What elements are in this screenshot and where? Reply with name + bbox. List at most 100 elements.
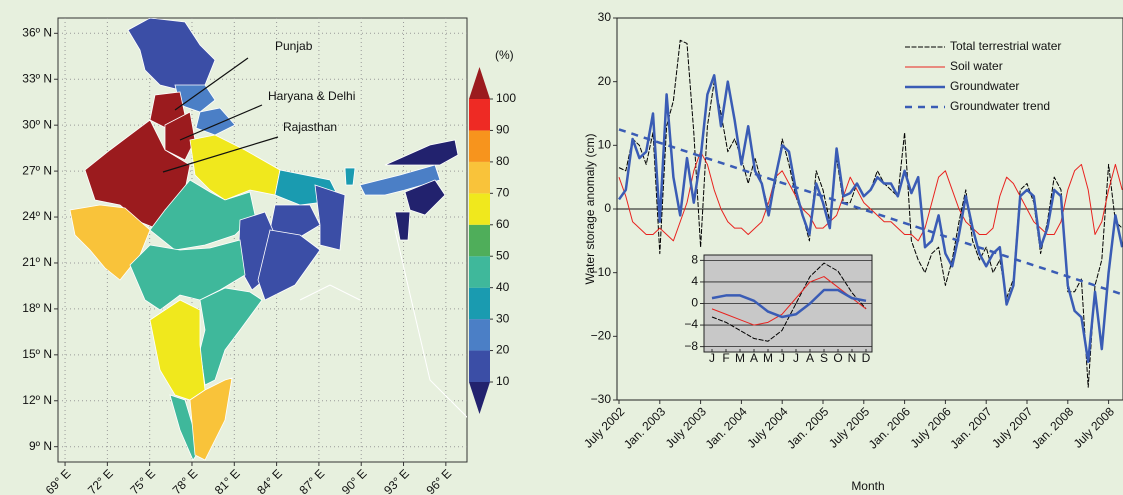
- y-tick-label: 24º N: [22, 209, 52, 223]
- x-tick-label: 78° E: [170, 466, 201, 495]
- colorbar-tick-label: 20: [496, 343, 510, 357]
- leader-line: [179, 104, 263, 141]
- y-tick-label: 0: [691, 296, 698, 310]
- region: [189, 377, 233, 461]
- leader-line: [174, 57, 249, 111]
- region: [314, 184, 346, 251]
- y-tick-label: 27º N: [22, 163, 52, 177]
- colorbar-segment: [469, 99, 490, 131]
- x-tick-label: 93° E: [381, 466, 412, 495]
- y-tick-label: 36º N: [22, 25, 52, 39]
- region: [257, 229, 321, 301]
- leader-line: [162, 136, 279, 173]
- y-tick-label: 10: [598, 138, 612, 152]
- series-line: [711, 276, 867, 326]
- y-tick-label: −4: [684, 317, 698, 331]
- map-regions: [69, 18, 467, 461]
- x-tick-label: Jan. 2007: [947, 404, 994, 451]
- region: [149, 179, 256, 251]
- x-tick-label: July 2006: [908, 404, 954, 450]
- x-tick-label: July 2008: [1071, 404, 1117, 450]
- x-tick-label: July 2002: [581, 404, 627, 450]
- y-tick-label: −8: [684, 339, 698, 353]
- region: [199, 287, 263, 386]
- plot-border: [703, 254, 873, 353]
- legend-label: Total terrestrial water: [950, 39, 1061, 53]
- plot-border: [616, 17, 1123, 401]
- colorbar-tick-label: 60: [496, 217, 510, 231]
- annotation: Rajasthan: [283, 120, 337, 134]
- x-tick-label: July 2005: [826, 404, 872, 450]
- x-axis-label: Month: [851, 479, 884, 493]
- x-tick-label: 96° E: [423, 466, 454, 495]
- legend-label: Soil water: [950, 59, 1003, 73]
- colorbar-segment: [469, 287, 490, 320]
- colorbar-segment: [469, 193, 490, 225]
- region: [69, 204, 151, 281]
- y-tick-label: −10: [591, 265, 612, 279]
- y-tick-label: 4: [691, 274, 698, 288]
- region: [344, 167, 356, 186]
- y-tick-label: 15º N: [22, 347, 52, 361]
- x-tick-label: Jan. 2004: [703, 404, 750, 451]
- y-tick-label: 30º N: [22, 117, 52, 131]
- colorbar-segment: [469, 350, 490, 382]
- colorbar-tick-label: 80: [496, 154, 510, 168]
- x-tick-label: Jan. 2005: [784, 404, 831, 451]
- series-line: [617, 74, 1123, 364]
- series-line: [618, 128, 1123, 296]
- x-tick-label: July 2007: [989, 404, 1035, 450]
- colorbar-segment: [469, 130, 490, 162]
- region: [189, 134, 281, 201]
- x-tick-label: J: [709, 351, 715, 365]
- region: [384, 139, 459, 166]
- x-tick-label: 87° E: [297, 466, 328, 495]
- y-tick-label: 0: [604, 201, 611, 215]
- colorbar-tick-label: 30: [496, 311, 510, 325]
- colorbar-segment: [469, 161, 490, 194]
- x-tick-label: 84° E: [254, 466, 285, 495]
- x-tick-label: D: [862, 351, 871, 365]
- y-tick-label: 21º N: [22, 255, 52, 269]
- annotation: Haryana & Delhi: [268, 89, 355, 103]
- colorbar-tick-label: 50: [496, 248, 510, 262]
- x-tick-label: July 2004: [744, 404, 790, 450]
- y-axis-label: Water storage anomaly (cm): [583, 134, 597, 285]
- annotation: Punjab: [275, 39, 313, 53]
- colorbar-tick-label: 40: [496, 280, 510, 294]
- y-tick-label: 12º N: [22, 393, 52, 407]
- legend-label: Groundwater trend: [950, 99, 1050, 113]
- colorbar-segment: [469, 319, 490, 351]
- series-line: [711, 288, 867, 319]
- region: [394, 211, 411, 241]
- y-tick-label: 18º N: [22, 301, 52, 315]
- x-tick-label: Jan. 2006: [866, 404, 913, 451]
- x-tick-label: 81° E: [212, 466, 243, 495]
- x-tick-label: A: [806, 351, 814, 365]
- x-tick-label: M: [763, 351, 773, 365]
- region: [164, 111, 196, 161]
- legend-label: Groundwater: [950, 79, 1019, 93]
- x-tick-label: Jan. 2003: [621, 404, 668, 451]
- x-tick-label: O: [833, 351, 842, 365]
- x-tick-label: 75° E: [127, 466, 158, 495]
- border-line: [299, 229, 467, 418]
- x-tick-label: F: [722, 351, 729, 365]
- x-tick-label: A: [750, 351, 758, 365]
- colorbar-tick-label: 90: [496, 123, 510, 137]
- region: [404, 179, 446, 216]
- x-tick-label: S: [820, 351, 828, 365]
- region: [129, 239, 246, 311]
- x-tick-label: M: [735, 351, 745, 365]
- colorbar-tick-label: 10: [496, 374, 510, 388]
- x-tick-label: Jan. 2008: [1029, 404, 1076, 451]
- x-tick-label: N: [848, 351, 857, 365]
- x-tick-label: J: [793, 351, 799, 365]
- y-tick-label: 9º N: [29, 439, 52, 453]
- colorbar-segment: [469, 224, 490, 257]
- colorbar-extension: [469, 382, 490, 414]
- colorbar-tick-label: 100: [496, 91, 516, 105]
- colorbar-segment: [469, 256, 490, 288]
- y-tick-label: 33º N: [22, 71, 52, 85]
